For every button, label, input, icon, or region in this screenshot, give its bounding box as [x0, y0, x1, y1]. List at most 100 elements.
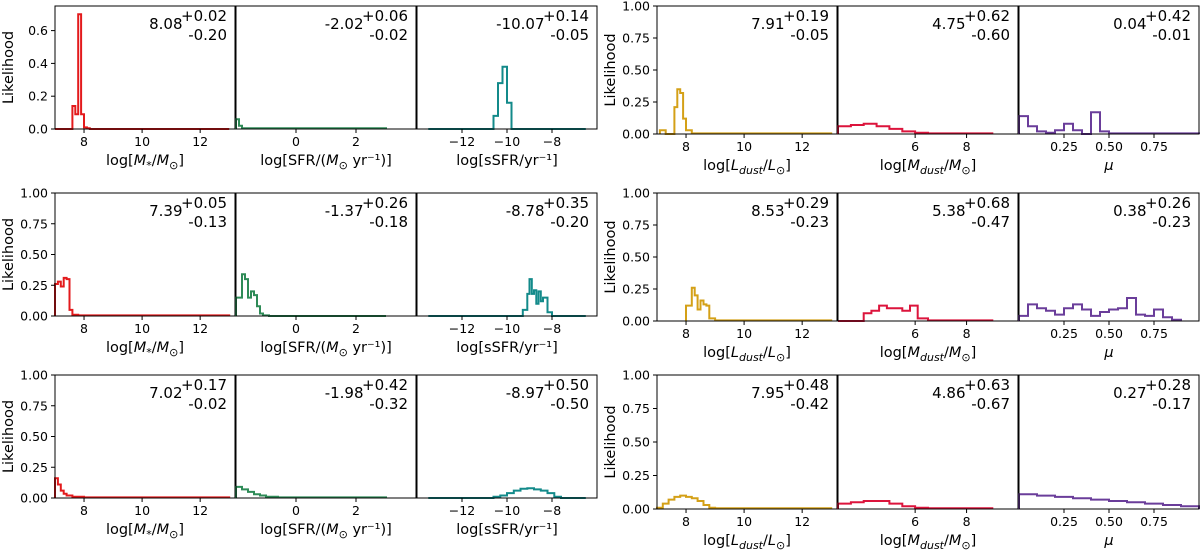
x-tick-label: 6	[911, 514, 919, 529]
y-tick-label: 0.50	[622, 435, 650, 450]
annotation-minus: -0.02	[188, 395, 227, 413]
y-tick-label: 1.00	[622, 0, 650, 14]
x-tick-label: 8	[682, 326, 690, 341]
x-axis-label: log[Mdust/M⊙]	[880, 345, 977, 364]
annotation-plus: +0.26	[362, 194, 408, 212]
annotation-plus: +0.28	[1145, 376, 1191, 394]
histogram-series	[54, 276, 231, 317]
annotation-minus: -0.47	[971, 213, 1010, 231]
histogram-series	[1018, 493, 1200, 509]
x-axis-label: log[SFR/(M⊙ yr⁻¹)]	[260, 153, 392, 172]
x-tick-label: 8	[682, 139, 690, 154]
y-tick-label: 0.6	[28, 23, 48, 38]
x-tick-label: 0.50	[1095, 139, 1123, 154]
y-tick-label: 0.25	[622, 468, 650, 483]
annotation-minus: -0.42	[790, 395, 829, 413]
panel-right-r2-c2: 0.25 0.50 0.75 μ +0.280.27 -0.17	[1018, 374, 1200, 549]
panel-left-r1-c0: 8 10 12 0.00 0.25 0.50 0.75 1.00 Likelihood log[M…	[1, 186, 236, 359]
panel-left-r2-c0: 8 10 12 0.00 0.25 0.50 0.75 1.00 Likelihood log[M…	[1, 368, 236, 541]
histogram-series	[428, 487, 586, 499]
annotation-minus: -0.20	[550, 213, 589, 231]
panel-right-r1-c1: 6 8 log[Mdust/M⊙] +0.685.38 -0.47	[837, 192, 1019, 364]
x-tick-label: 12	[794, 514, 810, 529]
panel-right-r2-c1: 6 8 log[Mdust/M⊙] +0.634.86 -0.67	[837, 374, 1019, 551]
y-tick-label: 0.25	[622, 282, 650, 297]
x-tick-label: 0.25	[1050, 139, 1078, 154]
y-tick-label: 0.75	[622, 31, 650, 46]
annotation-plus: +0.06	[362, 7, 408, 25]
x-tick-label: −12	[449, 321, 475, 336]
histogram-series	[838, 304, 994, 322]
annotation-minus: -0.23	[790, 213, 829, 231]
y-tick-label: 0.00	[20, 309, 48, 324]
y-tick-label: 0.25	[20, 278, 48, 293]
annotation-minus: -0.23	[1152, 213, 1191, 231]
panel-right-r0-c1: 6 8 log[Mdust/M⊙] +0.624.75 -0.60	[837, 5, 1019, 177]
y-tick-label: 0.4	[28, 56, 48, 71]
x-tick-label: 2	[352, 503, 360, 518]
annotation-minus: -0.18	[369, 213, 408, 231]
annotation-plus: +0.68	[964, 194, 1010, 212]
x-tick-label: 6	[911, 139, 919, 154]
annotation-value: 0.38	[1113, 202, 1146, 220]
panel-left-r1-c1: 0 2 log[SFR/(M⊙ yr⁻¹)] +0.26-1.37 -0.18	[235, 192, 417, 359]
x-tick-label: 0.25	[1050, 514, 1078, 529]
x-axis-label: log[M*/M⊙]	[106, 522, 184, 541]
y-tick-label: 0.75	[20, 216, 48, 231]
y-tick-label: 0.25	[20, 460, 48, 475]
x-tick-label: −8	[543, 321, 561, 336]
x-axis-label: μ	[1103, 533, 1113, 549]
x-axis-label: log[Ldust/L⊙]	[703, 345, 791, 364]
panel-left-r1-c2: −12 −10 −8 log[sSFR/yr⁻¹] +0.35-8.78 -0.20	[416, 192, 598, 356]
panel-right-r1-c0: 8 10 12 0.00 0.25 0.50 0.75 1.00 Likelihood log[L…	[603, 186, 838, 364]
x-tick-label: 8	[963, 139, 971, 154]
x-tick-label: 10	[134, 321, 150, 336]
x-axis-label: log[Ldust/L⊙]	[703, 158, 791, 177]
panel-left-r2-c2: −12 −10 −8 log[sSFR/yr⁻¹] +0.50-8.97 -0.50	[416, 374, 598, 538]
panel-right-r0-c2: 0.25 0.50 0.75 μ +0.420.04 -0.01	[1018, 5, 1200, 174]
annotation-plus: +0.19	[783, 7, 829, 25]
annotation-value: 5.38	[932, 202, 965, 220]
y-tick-label: 0.00	[622, 502, 650, 517]
x-tick-label: −8	[543, 134, 561, 149]
x-tick-label: 12	[192, 134, 208, 149]
x-tick-label: 8	[682, 514, 690, 529]
x-axis-label: log[Mdust/M⊙]	[880, 158, 977, 177]
x-tick-label: 10	[736, 139, 752, 154]
x-tick-label: −10	[494, 503, 520, 518]
x-tick-label: 2	[352, 134, 360, 149]
annotation-value: 0.27	[1113, 384, 1146, 402]
y-tick-label: 1.00	[20, 368, 48, 383]
x-tick-label: −12	[449, 134, 475, 149]
y-tick-label: 0.75	[622, 218, 650, 233]
x-tick-label: 10	[134, 134, 150, 149]
x-tick-label: 8	[80, 134, 88, 149]
annotation-minus: -0.20	[188, 26, 227, 44]
x-tick-label: 0.75	[1140, 139, 1168, 154]
x-tick-label: 0.75	[1140, 514, 1168, 529]
panel-left-r0-c0: 8 10 12 0.0 0.2 0.4 0.6 Likelihood log[M*/M⊙] +0.…	[1, 5, 236, 172]
annotation-minus: -0.13	[188, 213, 227, 231]
y-axis-label: Likelihood	[1, 218, 17, 291]
axes-frame	[54, 5, 236, 130]
y-tick-label: 0.00	[622, 127, 650, 142]
annotation-minus: -0.01	[1152, 26, 1191, 44]
x-axis-label: log[sSFR/yr⁻¹]	[456, 522, 558, 538]
annotation-plus: +0.48	[783, 376, 829, 394]
histogram-series	[428, 65, 586, 130]
x-axis-label: log[M*/M⊙]	[106, 340, 184, 359]
annotation-value: 7.95	[751, 384, 784, 402]
annotation-minus: -0.02	[369, 26, 408, 44]
y-tick-label: 0.50	[622, 250, 650, 265]
histogram-series	[428, 278, 586, 317]
y-axis-label: Likelihood	[1, 400, 17, 473]
annotation-value: 8.53	[751, 202, 784, 220]
x-tick-label: 12	[794, 326, 810, 341]
histogram-series	[1018, 297, 1182, 321]
x-tick-label: −8	[543, 503, 561, 518]
x-tick-label: 6	[911, 326, 919, 341]
annotation-value: 4.86	[932, 384, 965, 402]
y-tick-label: 0.25	[622, 95, 650, 110]
x-tick-label: 0	[292, 321, 300, 336]
